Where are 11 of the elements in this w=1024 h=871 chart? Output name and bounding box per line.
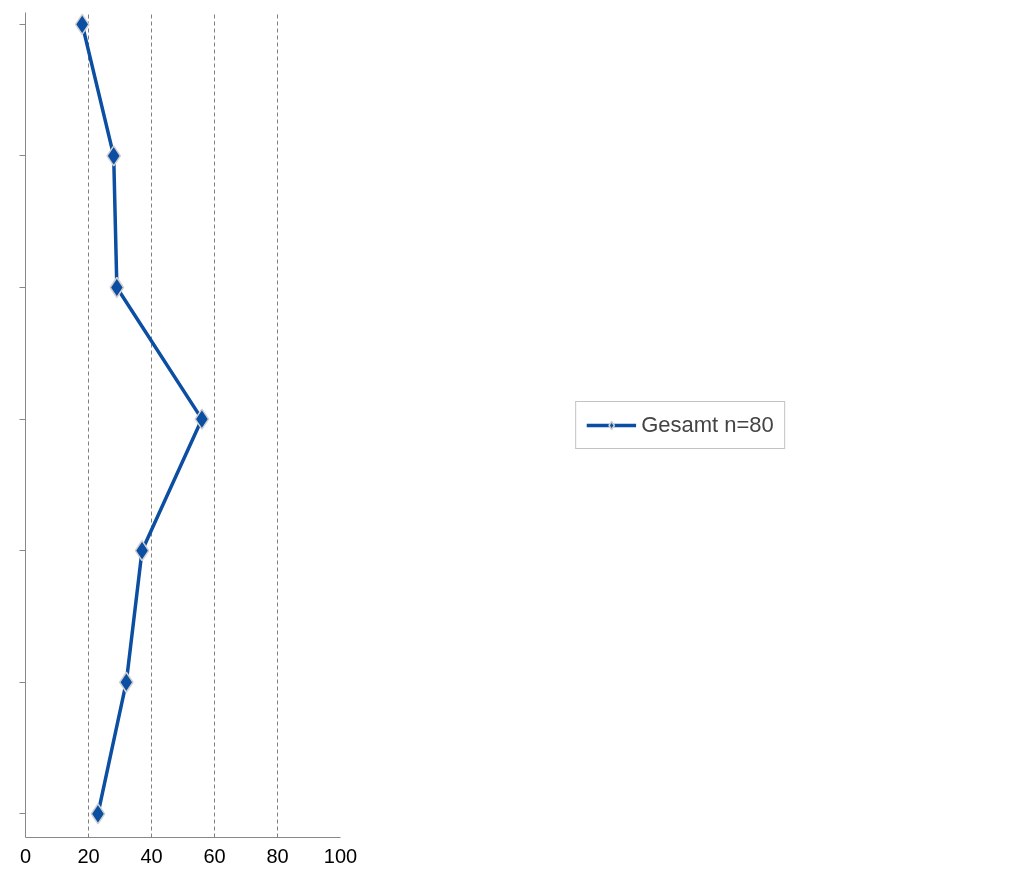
point: [118, 671, 134, 693]
legend-label: Gesamt n=80: [641, 411, 774, 438]
x-tick-label: 80: [266, 844, 289, 867]
x-tick-label: 40: [140, 844, 163, 867]
point: [194, 408, 210, 430]
x-tick-label: 60: [203, 844, 226, 867]
x-tick-label: 100: [323, 844, 358, 867]
x-tick-label: 20: [77, 844, 100, 867]
point: [106, 145, 122, 167]
x-tick-label: 0: [19, 844, 32, 867]
point: [90, 803, 106, 825]
